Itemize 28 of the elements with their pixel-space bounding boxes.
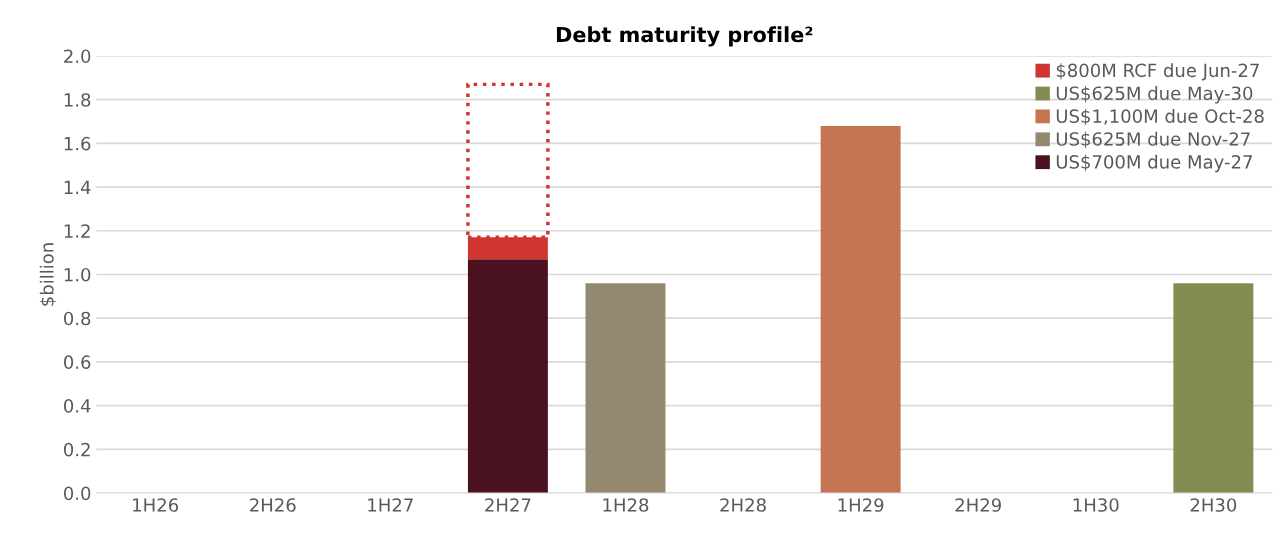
y-tick-label: 1.2 [64, 224, 90, 238]
legend-label: US$1,100M due Oct-28 [1056, 108, 1264, 126]
y-tick-label: 0.0 [63, 486, 91, 501]
legend-label: $800M RCF due Jun-27 [1056, 63, 1259, 81]
x-tick-label: 2H30 [1190, 498, 1237, 512]
y-tick-label: 1.0 [64, 267, 91, 282]
y-tick-label: 0.2 [63, 442, 90, 457]
legend-label: US$700M due May-27 [1056, 154, 1252, 173]
y-axis-title: $billion [39, 243, 57, 306]
x-tick-label: 1H26 [133, 498, 179, 512]
x-tick-label: 1H29 [838, 498, 884, 512]
x-tick-label: 1H28 [603, 498, 649, 512]
y-tick-label: 1.4 [64, 180, 91, 194]
chart-title: Debt maturity profile² [556, 26, 813, 47]
x-tick-label: 1H27 [368, 498, 413, 512]
y-tick-label: 0.8 [63, 311, 91, 326]
y-tick-label: 0.4 [63, 399, 91, 413]
x-tick-label: 1H30 [1073, 498, 1119, 512]
y-tick-label: 1.6 [64, 136, 91, 151]
x-tick-label: 2H28 [720, 498, 766, 512]
x-tick-label: 2H27 [485, 498, 531, 512]
legend-label: US$625M due Nov-27 [1056, 131, 1250, 149]
y-tick-label: 2.0 [64, 49, 91, 64]
y-tick-label: 1.8 [64, 93, 91, 107]
y-tick-label: 0.6 [63, 355, 91, 370]
x-tick-label: 2H26 [250, 498, 296, 512]
legend-label: US$625M due May-30 [1056, 86, 1253, 104]
x-tick-label: 2H29 [955, 498, 1001, 512]
